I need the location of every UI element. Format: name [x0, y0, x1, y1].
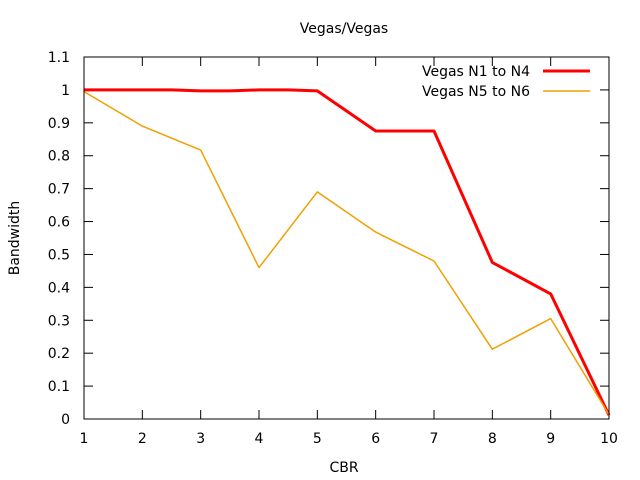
- legend-label-1: Vegas N1 to N4: [422, 64, 530, 80]
- y-tick-label: 0.8: [48, 149, 70, 165]
- y-tick-label: 0: [61, 412, 70, 428]
- legend: Vegas N1 to N4 Vegas N5 to N6: [422, 64, 590, 100]
- legend-label-2: Vegas N5 to N6: [422, 84, 530, 100]
- y-tick-label: 0.4: [48, 280, 70, 296]
- x-tick-label: 6: [371, 431, 380, 447]
- x-axis-label: CBR: [329, 460, 358, 476]
- series-line-1: [84, 88, 611, 416]
- y-tick-label: 0.2: [48, 346, 70, 362]
- x-tick-label: 10: [600, 431, 618, 447]
- x-tick-label: 3: [196, 431, 205, 447]
- y-tick-label: 0.7: [48, 182, 70, 198]
- y-axis-label: Bandwidth: [7, 201, 23, 276]
- series-line-2: [83, 90, 610, 416]
- y-tick-label: 0.9: [48, 116, 70, 132]
- x-tick-label: 9: [546, 431, 555, 447]
- x-tick-label: 2: [138, 431, 147, 447]
- y-tick-label: 0.6: [48, 215, 70, 231]
- y-tick-label: 0.1: [48, 379, 70, 395]
- x-axis-ticks: 1 2 3 4 5 6 7 8 9 10: [80, 57, 618, 447]
- y-tick-label: 0.3: [48, 313, 70, 329]
- y-tick-label: 0.5: [48, 247, 70, 263]
- x-tick-label: 8: [488, 431, 497, 447]
- x-tick-label: 4: [255, 431, 264, 447]
- plot-frame: [83, 56, 610, 420]
- y-axis-ticks: 0 0.1 0.2 0.3 0.4 0.5 0.6 0.7 0.8 0.9 1 1.1: [48, 50, 609, 428]
- y-tick-label: 1: [61, 83, 70, 99]
- chart-title: Vegas/Vegas: [300, 21, 388, 37]
- x-tick-label: 5: [313, 431, 322, 447]
- x-tick-label: 1: [80, 431, 89, 447]
- series-layer: [83, 88, 611, 416]
- y-tick-label: 1.1: [48, 50, 70, 66]
- x-tick-label: 7: [430, 431, 439, 447]
